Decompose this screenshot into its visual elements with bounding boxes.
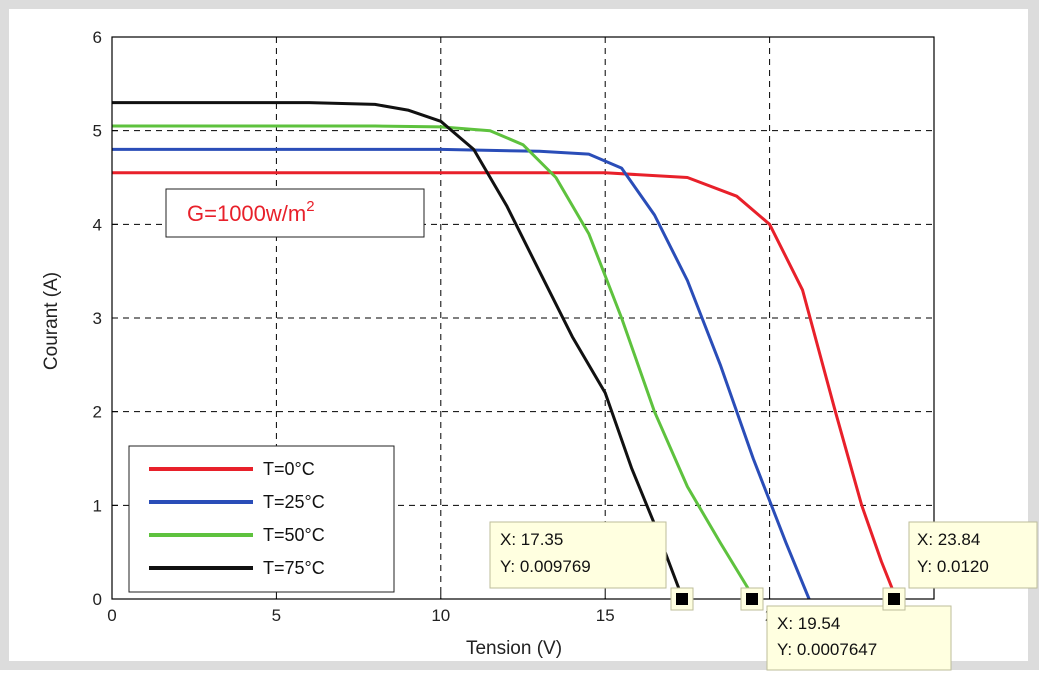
datatip-x-t0: X: 23.84 <box>917 530 980 549</box>
x-tick-label: 15 <box>596 606 615 625</box>
grid-lines <box>112 37 934 599</box>
y-axis-label: Courant (A) <box>41 272 62 370</box>
annotation-prefix: G=1000w/m <box>187 201 306 226</box>
series-line-3 <box>112 101 684 599</box>
legend-label-t75: T=75°C <box>263 558 325 578</box>
datatip-x-t50: X: 19.54 <box>777 614 840 633</box>
annotation-box <box>165 188 425 238</box>
datatip-t50[interactable]: X: 19.54 Y: 0.0007647 <box>766 605 952 671</box>
datatip-marker-inner-t50 <box>746 593 758 605</box>
y-tick-label: 1 <box>93 496 102 515</box>
x-tick-label: 0 <box>107 606 116 625</box>
datatip-t0[interactable]: X: 23.84 Y: 0.0120 <box>908 521 1038 589</box>
x-tick-label: 5 <box>272 606 281 625</box>
x-tick-label: 10 <box>431 606 450 625</box>
legend-label-t0: T=0°C <box>263 459 315 479</box>
y-tick-label: 5 <box>93 122 102 141</box>
legend: T=0°C T=25°C T=50°C T=75°C <box>128 445 395 593</box>
iv-curve-chart: 05101520123456 Tension (V) Courant (A) G… <box>41 28 1038 671</box>
datatip-y-t75: Y: 0.009769 <box>500 557 591 576</box>
datatip-marker-inner-t75 <box>676 593 688 605</box>
datatip-x-t75: X: 17.35 <box>500 530 563 549</box>
datatip-y-t50: Y: 0.0007647 <box>777 640 877 659</box>
datatip-box-t75 <box>489 521 667 589</box>
y-tick-label: 0 <box>93 590 102 609</box>
x-axis-label: Tension (V) <box>466 638 562 659</box>
y-tick-label: 2 <box>93 403 102 422</box>
datatip-y-t0: Y: 0.0120 <box>917 557 989 576</box>
series-layer <box>112 101 898 600</box>
datatip-marker-t50[interactable] <box>740 587 764 611</box>
datatip-marker-t0[interactable] <box>882 587 906 611</box>
annotation-text: G=1000w/m2 <box>187 198 315 226</box>
datatip-box-t50 <box>766 605 952 671</box>
y-tick-label: 3 <box>93 309 102 328</box>
legend-label-t25: T=25°C <box>263 492 325 512</box>
datatip-t75[interactable]: X: 17.35 Y: 0.009769 <box>489 521 667 589</box>
datatip-marker-t75[interactable] <box>670 587 694 611</box>
ticks-layer: 05101520123456 <box>93 28 775 625</box>
annotation-superscript: 2 <box>306 198 314 215</box>
irradiance-annotation: G=1000w/m2 <box>165 188 425 238</box>
datatip-box-t0 <box>908 521 1038 589</box>
series-line-1 <box>112 147 811 600</box>
datatip-marker-inner-t0 <box>888 593 900 605</box>
y-tick-label: 6 <box>93 28 102 47</box>
y-tick-label: 4 <box>93 215 102 234</box>
legend-label-t50: T=50°C <box>263 525 325 545</box>
series-line-2 <box>112 124 756 600</box>
